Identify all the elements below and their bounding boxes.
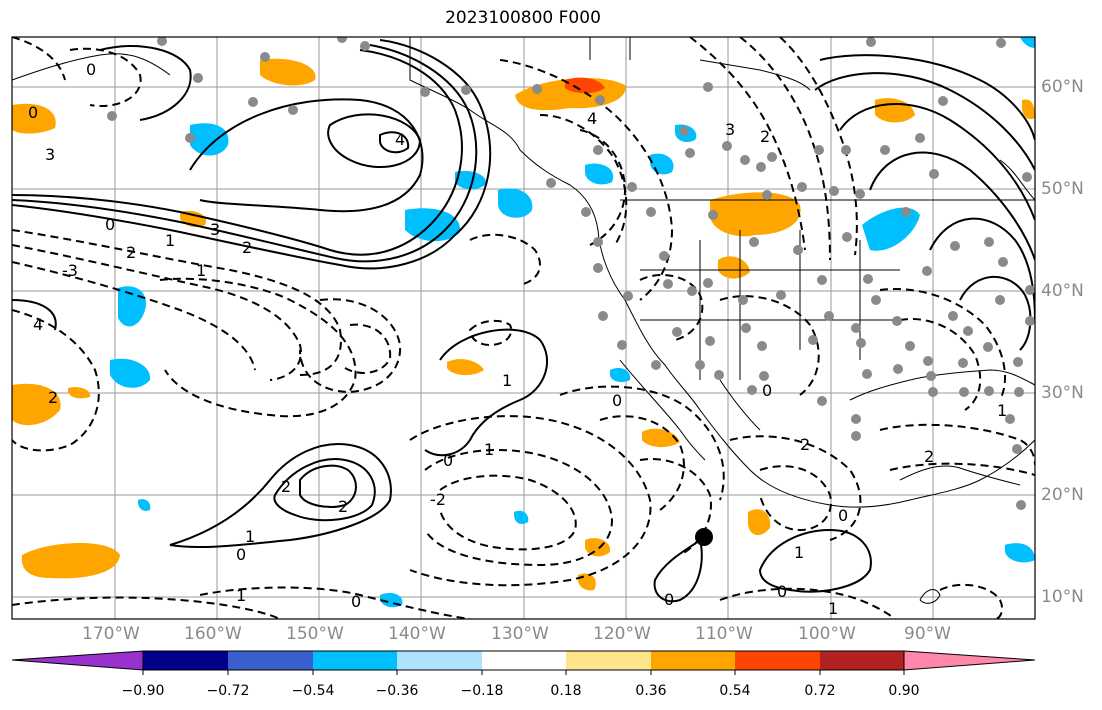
contour-label: 2: [760, 127, 770, 146]
contour-label: -2: [430, 490, 446, 509]
contour-label: 1: [794, 543, 804, 562]
colorbar: [11, 650, 1036, 675]
colorbar-segment: [651, 651, 735, 670]
lon-label: 140°W: [388, 624, 446, 644]
graticule: [12, 37, 1035, 619]
contour-label: 0: [664, 590, 674, 609]
lat-label: 40°N: [1041, 281, 1084, 301]
lon-label: 90°W: [904, 624, 951, 644]
lat-label: 10°N: [1041, 587, 1084, 607]
lon-label: 120°W: [593, 624, 651, 644]
colorbar-tick-label: −0.36: [375, 683, 419, 699]
contour-label: 0: [612, 391, 622, 410]
contour-label: 2: [338, 497, 348, 516]
lat-label: 30°N: [1041, 383, 1084, 403]
contour-label: 0: [236, 545, 246, 564]
contour-label: 3: [725, 120, 735, 139]
contour-label: 1: [196, 261, 206, 280]
contour-label: 4: [395, 130, 405, 149]
colorbar-tick-label: 0.72: [804, 683, 836, 699]
contour-label: 0: [28, 103, 38, 122]
map-frame: [11, 36, 1036, 620]
contour-label: 0: [777, 582, 787, 601]
colorbar-segment: [397, 651, 482, 670]
contour-label: 2: [281, 477, 291, 496]
contour-label: 4: [33, 315, 43, 334]
station-dots: [107, 37, 1035, 510]
contour-label: 2: [242, 238, 252, 257]
contour-label: 2: [126, 243, 136, 262]
colorbar-tick-label: 0.90: [888, 683, 920, 699]
colorbar-extend-left: [11, 650, 144, 671]
contour-label: 0: [351, 592, 361, 611]
colorbar-tick-label: 0.36: [635, 683, 667, 699]
contour-label: 0: [838, 506, 848, 525]
colorbar-segment: [482, 651, 566, 670]
lon-label: 110°W: [695, 624, 753, 644]
contour-label: 1: [236, 586, 246, 605]
colorbar-tick-label: −0.90: [121, 683, 165, 699]
contour-label: 2: [800, 435, 810, 454]
contour-label: 1: [165, 231, 175, 250]
contour-labels: 0 3 4 3 2 0 -3 2 1 4 2 1 2 1 0 2 0 1 -2 …: [28, 60, 1007, 618]
contour-label: 0: [105, 215, 115, 234]
lat-label: 20°N: [1041, 485, 1084, 505]
contour-label: -3: [62, 261, 78, 280]
colorbar-segment: [566, 651, 651, 670]
contour-label: 0: [443, 451, 453, 470]
coastlines: [12, 37, 1035, 604]
contour-label: 0: [86, 60, 96, 79]
colorbar-segment: [820, 651, 904, 670]
contour-label: 1: [502, 371, 512, 390]
contour-label: 2: [48, 388, 58, 407]
colorbar-extend-right: [903, 650, 1036, 671]
colorbar-segment: [143, 651, 228, 670]
contour-label: 1: [484, 440, 494, 459]
colorbar-segment: [313, 651, 397, 670]
contour-label: 1: [828, 599, 838, 618]
map-title: 2023100800 F000: [445, 8, 601, 28]
contour-label: 3: [210, 220, 220, 239]
colorbar-tick-label: −0.18: [460, 683, 504, 699]
colorbar-segment: [228, 651, 313, 670]
colorbar-tick-label: 0.18: [550, 683, 582, 699]
contour-label: 2: [924, 447, 934, 466]
lat-label: 60°N: [1041, 77, 1084, 97]
contour-label: 3: [45, 145, 55, 164]
colorbar-segment: [735, 651, 820, 670]
colorbar-tick-label: −0.72: [206, 683, 250, 699]
solid-contours: [12, 39, 1035, 603]
contour-label: 4: [587, 109, 597, 128]
contour-label: 0: [762, 381, 772, 400]
lon-label: 170°W: [82, 624, 140, 644]
lon-label: 150°W: [286, 624, 344, 644]
dashed-contours: [12, 37, 1035, 619]
contour-label: 1: [245, 527, 255, 546]
center-marker: [695, 528, 713, 546]
colorbar-tick-label: 0.54: [719, 683, 751, 699]
lat-label: 50°N: [1041, 179, 1084, 199]
lon-label: 100°W: [798, 624, 856, 644]
colorbar-tick-label: −0.54: [291, 683, 335, 699]
contour-label: 1: [997, 401, 1007, 420]
lon-label: 130°W: [491, 624, 549, 644]
lon-label: 160°W: [184, 624, 242, 644]
